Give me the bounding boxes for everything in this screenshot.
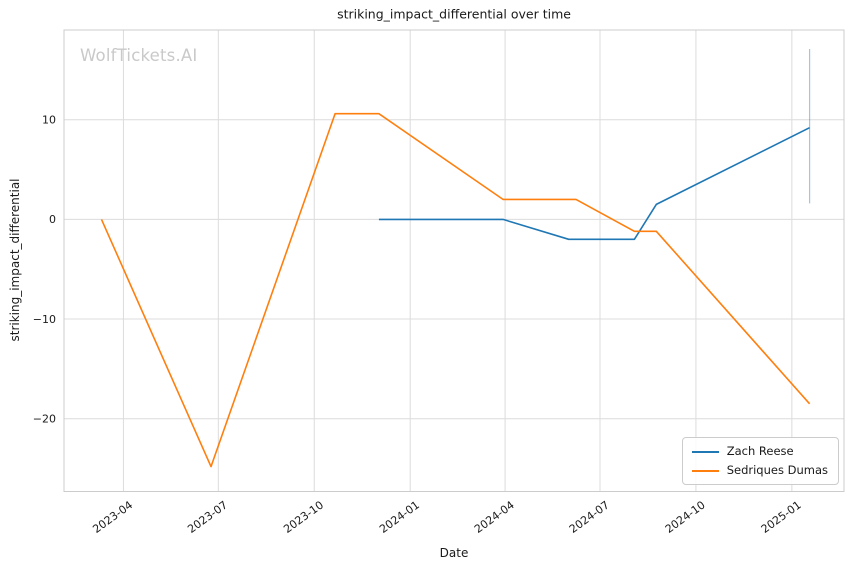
- x-tick-label: 2023-10: [281, 498, 326, 536]
- y-axis-label: striking_impact_differential: [8, 178, 22, 342]
- plot-border: [63, 29, 845, 492]
- y-tick-label: −20: [33, 413, 56, 426]
- x-tick-label: 2024-10: [663, 498, 708, 536]
- y-tick-label: −10: [33, 313, 56, 326]
- legend-label: Zach Reese: [726, 444, 794, 458]
- x-tick-label: 2024-01: [377, 498, 422, 536]
- x-tick-label: 2023-07: [185, 498, 230, 536]
- x-tick-label: 2025-01: [759, 498, 804, 536]
- x-tick-label: 2023-04: [90, 498, 135, 536]
- series-line-sedriques-dumas: [100, 112, 811, 468]
- legend-item-sedriques-dumas: Sedriques Dumas: [691, 463, 828, 478]
- y-tick-label: 0: [49, 213, 56, 226]
- y-tick-label: 10: [42, 114, 56, 127]
- legend-line-swatch-blue: [691, 450, 719, 453]
- chart-title: striking_impact_differential over time: [337, 6, 571, 22]
- series-line-zach-reese: [378, 126, 810, 241]
- legend-item-zach-reese: Zach Reese: [691, 444, 828, 459]
- x-tick-label: 2024-07: [567, 498, 612, 536]
- legend-line-swatch-orange: [691, 469, 719, 472]
- x-axis-label: Date: [439, 546, 469, 560]
- x-tick-label: 2024-04: [472, 498, 517, 536]
- legend: Zach Reese Sedriques Dumas: [681, 437, 839, 485]
- legend-label: Sedriques Dumas: [726, 463, 828, 477]
- watermark: WolfTickets.AI: [80, 46, 198, 65]
